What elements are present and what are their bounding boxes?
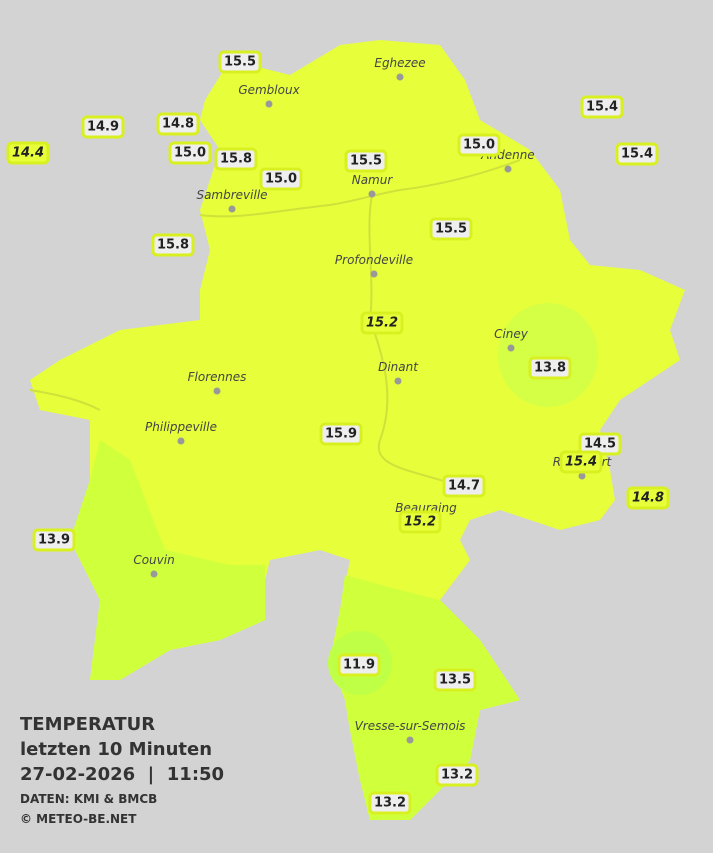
station-value: 13.9: [38, 533, 70, 548]
station-box: [528, 356, 572, 380]
station-box: [429, 217, 473, 241]
station-box: [151, 233, 195, 257]
station-box: [6, 141, 50, 165]
station-box: [337, 653, 381, 677]
town-dot: [368, 190, 376, 198]
station-box: [214, 147, 258, 171]
town-label: Florennes: [188, 370, 247, 384]
station-box: [259, 167, 303, 191]
cooler-zone: [498, 303, 598, 407]
town-dot: [507, 344, 515, 352]
station-box: [218, 50, 262, 74]
station-value: 14.7: [448, 479, 480, 494]
station-value: 15.9: [325, 427, 357, 442]
station-box: [156, 112, 200, 136]
station-value: 15.5: [224, 55, 256, 70]
station-value: 14.4: [12, 146, 44, 161]
legend-datetime: 27-02-2026 | 11:50: [20, 764, 224, 785]
station-box: [398, 510, 442, 534]
town-dot: [370, 270, 378, 278]
town-dot: [265, 100, 273, 108]
town-dot: [394, 377, 402, 385]
station-value: 15.0: [463, 138, 495, 153]
legend-title: TEMPERATUR: [20, 714, 155, 735]
legend-copyright: © METEO-BE.NET: [20, 812, 137, 826]
station-value: 11.9: [343, 658, 375, 673]
station-box: [344, 149, 388, 173]
river: [29, 159, 521, 491]
station-value: 14.9: [87, 120, 119, 135]
station-value: 15.8: [157, 238, 189, 253]
town-dot: [406, 736, 414, 744]
town-dot: [578, 472, 586, 480]
town-dot: [213, 387, 221, 395]
station-value: 13.2: [374, 796, 406, 811]
town-label: Sambreville: [196, 188, 267, 202]
town-dot: [504, 165, 512, 173]
station-box: [81, 115, 125, 139]
station-value: 15.0: [174, 146, 206, 161]
town-dot: [150, 570, 158, 578]
station-value: 14.8: [632, 491, 664, 506]
station-value: 15.4: [565, 455, 597, 470]
station-box: [319, 422, 363, 446]
town-label: Dinant: [378, 360, 419, 374]
station-box: [168, 141, 212, 165]
station-value: 15.0: [265, 172, 297, 187]
station-value: 15.2: [404, 515, 436, 530]
town-label: Eghezee: [374, 56, 425, 70]
station-value: 14.8: [162, 117, 194, 132]
town-dot: [177, 437, 185, 445]
station-value: 15.2: [366, 316, 398, 331]
legend-source: DATEN: KMI & BMCB: [20, 792, 157, 806]
station-box: [442, 474, 486, 498]
station-value: 13.5: [439, 673, 471, 688]
town-label: Namur: [352, 173, 394, 187]
station-box: [559, 450, 603, 474]
station-value: 15.5: [350, 154, 382, 169]
station-value: 14.5: [584, 437, 616, 452]
town-dot: [228, 205, 236, 213]
station-box: [32, 528, 76, 552]
station-box: [580, 95, 624, 119]
station-value: 15.4: [586, 100, 618, 115]
station-value: 13.2: [441, 768, 473, 783]
town-label: Ciney: [494, 327, 529, 341]
town-label: Vresse-sur-Semois: [355, 719, 466, 733]
station-box: [435, 763, 479, 787]
town-label: Profondeville: [335, 253, 413, 267]
town-dot: [396, 73, 404, 81]
town-label: Philippeville: [145, 420, 217, 434]
legend-period: letzten 10 Minuten: [20, 739, 212, 760]
station-box: [433, 668, 477, 692]
station-value: 13.8: [534, 361, 566, 376]
station-box: [615, 142, 659, 166]
town-label: Gembloux: [238, 83, 300, 97]
station-box: [626, 486, 670, 510]
station-value: 15.8: [220, 152, 252, 167]
station-box: [457, 133, 501, 157]
station-box: [360, 311, 404, 335]
town-label: Couvin: [133, 553, 174, 567]
station-value: 15.5: [435, 222, 467, 237]
cooler-zone: [70, 440, 265, 680]
station-value: 15.4: [621, 147, 653, 162]
station-box: [368, 791, 412, 815]
